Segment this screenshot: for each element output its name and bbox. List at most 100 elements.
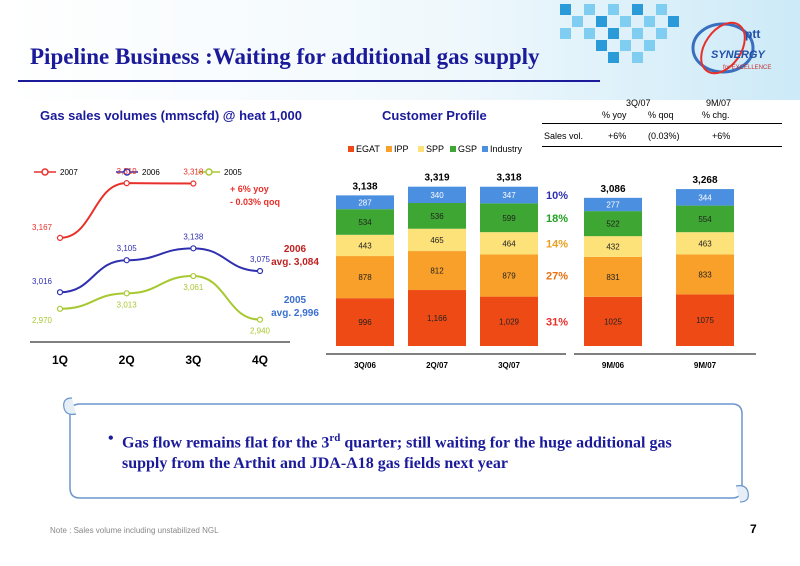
header-decoration [0, 0, 800, 100]
legend-marker-2007 [41, 168, 49, 176]
annotation-2006-avg: avg. 3,084 [271, 257, 319, 268]
bullet-text-line2: supply from the Arthit and JDA-A18 gas f… [122, 455, 508, 473]
bar-value-label: 432 [606, 243, 620, 252]
x-tick-label: 3Q/07 [498, 361, 520, 370]
share-label: 18% [546, 213, 568, 225]
series-line-2007 [59, 182, 194, 239]
checker-cell [608, 4, 619, 15]
data-point-2005 [256, 316, 264, 323]
x-tick-label: 2Q/07 [426, 361, 448, 370]
data-label-2006: 3,075 [250, 255, 271, 264]
stats-yoy-header: % yoy [602, 110, 627, 120]
bar-segment-EGAT [584, 296, 642, 346]
customer-profile-bar-chart: EGAT IPP SPP GSP Industry 996 878 443 534 287 3,13… [326, 144, 756, 370]
bar-segment-GSP [336, 209, 394, 235]
logo-line2: for EXCELLENCE [723, 65, 771, 71]
data-label-2007: 3,167 [32, 223, 53, 232]
data-point-2006 [190, 245, 197, 252]
bar-segment-IPP [480, 254, 538, 297]
title-underline [18, 80, 600, 82]
data-label-2007: 3,318 [183, 168, 204, 177]
x-tick-label: 9M/07 [694, 361, 717, 370]
checker-cell [644, 16, 655, 27]
bar-segment-GSP [480, 203, 538, 233]
stats-qoq-header: % qoq [648, 110, 674, 120]
bar-value-label: 812 [430, 267, 444, 276]
series-line-2006 [59, 247, 261, 294]
legend-label-2007: 2007 [60, 168, 78, 177]
legend-label-EGAT: EGAT [356, 144, 380, 154]
legend-label-GSP: GSP [458, 144, 477, 154]
bar-value-label: 340 [430, 191, 444, 200]
x-tick-label: 3Q [185, 353, 201, 367]
checker-cell [596, 16, 607, 27]
logo-swirl-icon: ptt SYNERGY for EXCELLENCE [691, 21, 771, 75]
stats-yoy-value: +6% [608, 131, 627, 141]
bar-segment-SPP [336, 234, 394, 257]
legend-swatch-GSP [450, 146, 456, 152]
bar-segment-SPP [480, 232, 538, 255]
share-label: 10% [546, 190, 568, 202]
checker-cell [620, 16, 631, 27]
data-point-2007 [56, 234, 64, 241]
bar-value-label: 879 [502, 272, 516, 281]
gas-sales-line-chart: 1Q 2Q 3Q 4Q 2007 2006 2005 3,167 3,319 3,318 3,016… [30, 167, 319, 367]
bar-value-label: 287 [358, 198, 372, 207]
data-point-2005 [123, 290, 130, 297]
checker-cell [560, 4, 571, 15]
bar-segment-GSP [584, 211, 642, 237]
checker-cell [644, 40, 655, 51]
legend-marker-2005 [205, 168, 213, 176]
x-tick-label: 4Q [252, 353, 268, 367]
bar-value-label: 536 [430, 212, 444, 221]
stats-chg-value: +6% [712, 131, 731, 141]
bar-value-label: 1075 [696, 316, 714, 325]
checker-cell [632, 28, 643, 39]
bar-value-label: 878 [358, 273, 372, 282]
bar-value-label: 443 [358, 241, 372, 250]
bar-value-label: 831 [606, 273, 620, 282]
bullet-point: • Gas flow remains flat for the 3rd quar… [108, 428, 718, 474]
data-point-2006 [256, 267, 264, 275]
bar-value-label: 554 [698, 215, 712, 224]
bullet-text-line1: quarter; still waiting for the huge addi… [340, 434, 672, 452]
logo-line1: SYNERGY [711, 49, 766, 61]
legend-label-2006: 2006 [142, 168, 160, 177]
bullet-marker: • [108, 430, 114, 447]
bar-segment-Industry [336, 195, 394, 210]
legend-marker-2006 [123, 168, 131, 176]
annotation-2005-year: 2005 [284, 295, 307, 306]
data-label-2006: 3,105 [117, 244, 138, 253]
bar-segment-Industry [480, 186, 538, 204]
bar-segment-IPP [336, 256, 394, 299]
bar-value-label: 464 [502, 239, 516, 248]
bar-chart-title: Customer Profile [382, 108, 487, 123]
stats-col1-header: 3Q/07 [626, 98, 651, 108]
share-label: 14% [546, 238, 568, 250]
data-label-2005: 2,970 [32, 316, 53, 325]
legend-label-2005: 2005 [224, 168, 242, 177]
bar-value-label: 463 [698, 239, 712, 248]
bar-segment-GSP [408, 203, 466, 229]
logo-brand: ptt [745, 27, 760, 41]
checker-cell [596, 40, 607, 51]
data-point-2005 [56, 305, 64, 312]
data-point-2006 [56, 289, 64, 296]
checker-cell [656, 4, 667, 15]
checker-cell [572, 16, 583, 27]
bar-value-label: 1,166 [427, 314, 448, 323]
data-label-2005: 2,940 [250, 327, 271, 336]
bar-value-label: 599 [502, 214, 516, 223]
legend-label-SPP: SPP [426, 144, 444, 154]
checker-cell [608, 52, 619, 63]
legend-label-Industry: Industry [490, 144, 523, 154]
data-label-2007: 3,319 [117, 167, 138, 176]
annotation-qoq: - 0.03% qoq [230, 197, 280, 207]
checker-cell [656, 28, 667, 39]
data-label-2006: 3,138 [183, 232, 204, 241]
scroll-banner [63, 397, 749, 503]
data-point-2005 [190, 272, 197, 280]
annotation-2005-avg: avg. 2,996 [271, 308, 319, 319]
bar-total-label: 3,086 [600, 184, 625, 195]
bar-value-label: 996 [358, 318, 372, 327]
